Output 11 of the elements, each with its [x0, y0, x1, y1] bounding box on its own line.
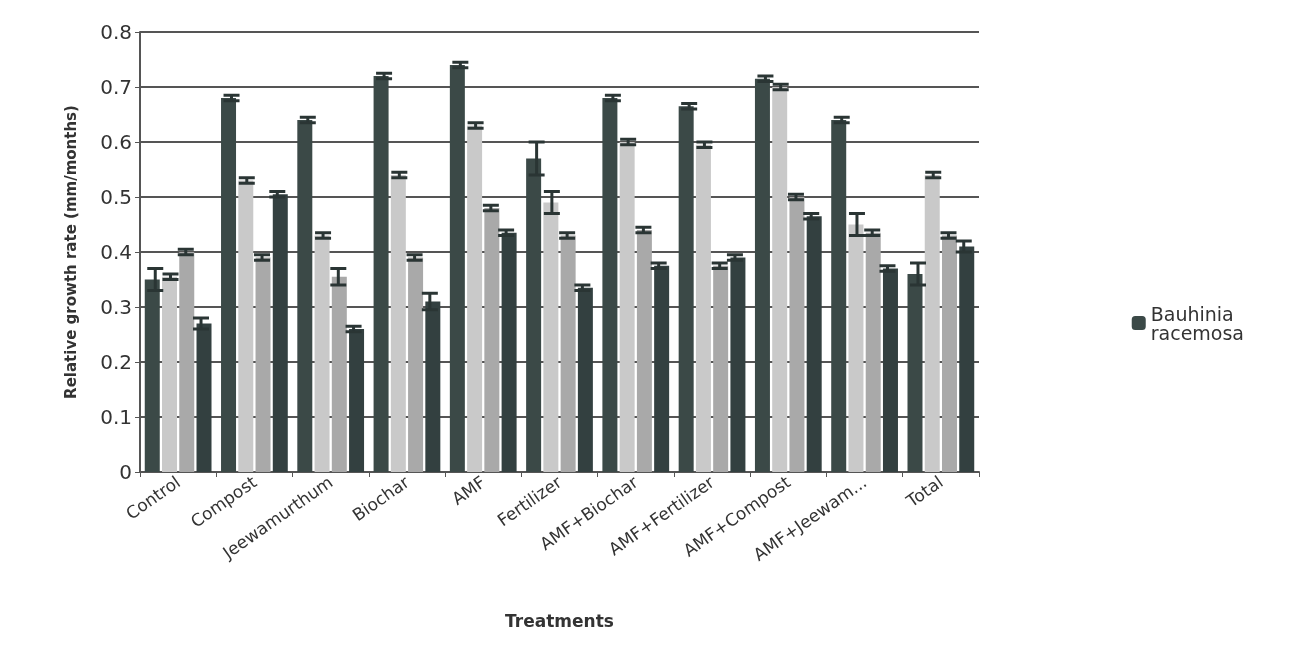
y-tick-label: 0.2	[100, 350, 132, 374]
y-tick-label: 0.1	[100, 405, 132, 429]
y-tick-label: 0.6	[100, 130, 132, 154]
y-tick-label: 0.7	[100, 75, 132, 99]
x-axis-title: Treatments	[505, 610, 614, 631]
y-tick-label: 0.5	[100, 185, 132, 209]
legend-label: Bauhinia racemosa	[1150, 302, 1244, 344]
y-tick-label: 0.8	[100, 20, 132, 44]
y-tick-label: 0.4	[100, 240, 132, 264]
y-axis-title: Relative growth rate (mm/months)	[61, 105, 80, 399]
y-tick-label: 0.3	[100, 295, 132, 319]
